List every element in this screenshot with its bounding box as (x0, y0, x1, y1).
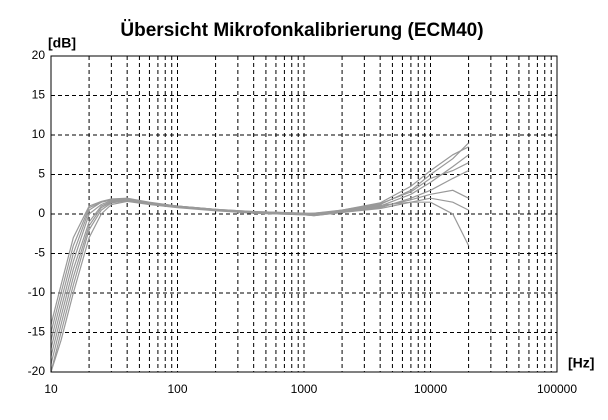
y-tick-label: 15 (32, 88, 46, 102)
x-tick-label: 1000 (291, 382, 318, 396)
y-tick-label: 20 (32, 48, 46, 62)
series-line (51, 162, 469, 333)
y-tick-label: 5 (38, 167, 45, 181)
y-tick-label: -5 (34, 246, 45, 260)
plot-frame (50, 55, 558, 373)
x-tick-label: 10 (44, 382, 58, 396)
y-tick-label: 10 (32, 127, 46, 141)
y-axis-label: [dB] (48, 35, 76, 51)
chart-title: Übersicht Mikrofonkalibrierung (ECM40) (120, 20, 483, 41)
y-tick-label: 0 (38, 206, 45, 220)
x-axis-label: [Hz] (568, 355, 594, 371)
lines (51, 142, 470, 372)
y-tick-label: -20 (28, 364, 46, 378)
series-line (51, 197, 469, 372)
x-tick-label: 100 (167, 382, 187, 396)
x-tick-label: 10000 (414, 382, 448, 396)
y-tick-label: -15 (28, 325, 46, 339)
y-tick-label: -10 (28, 285, 46, 299)
x-tick-label: 100000 (537, 382, 577, 396)
